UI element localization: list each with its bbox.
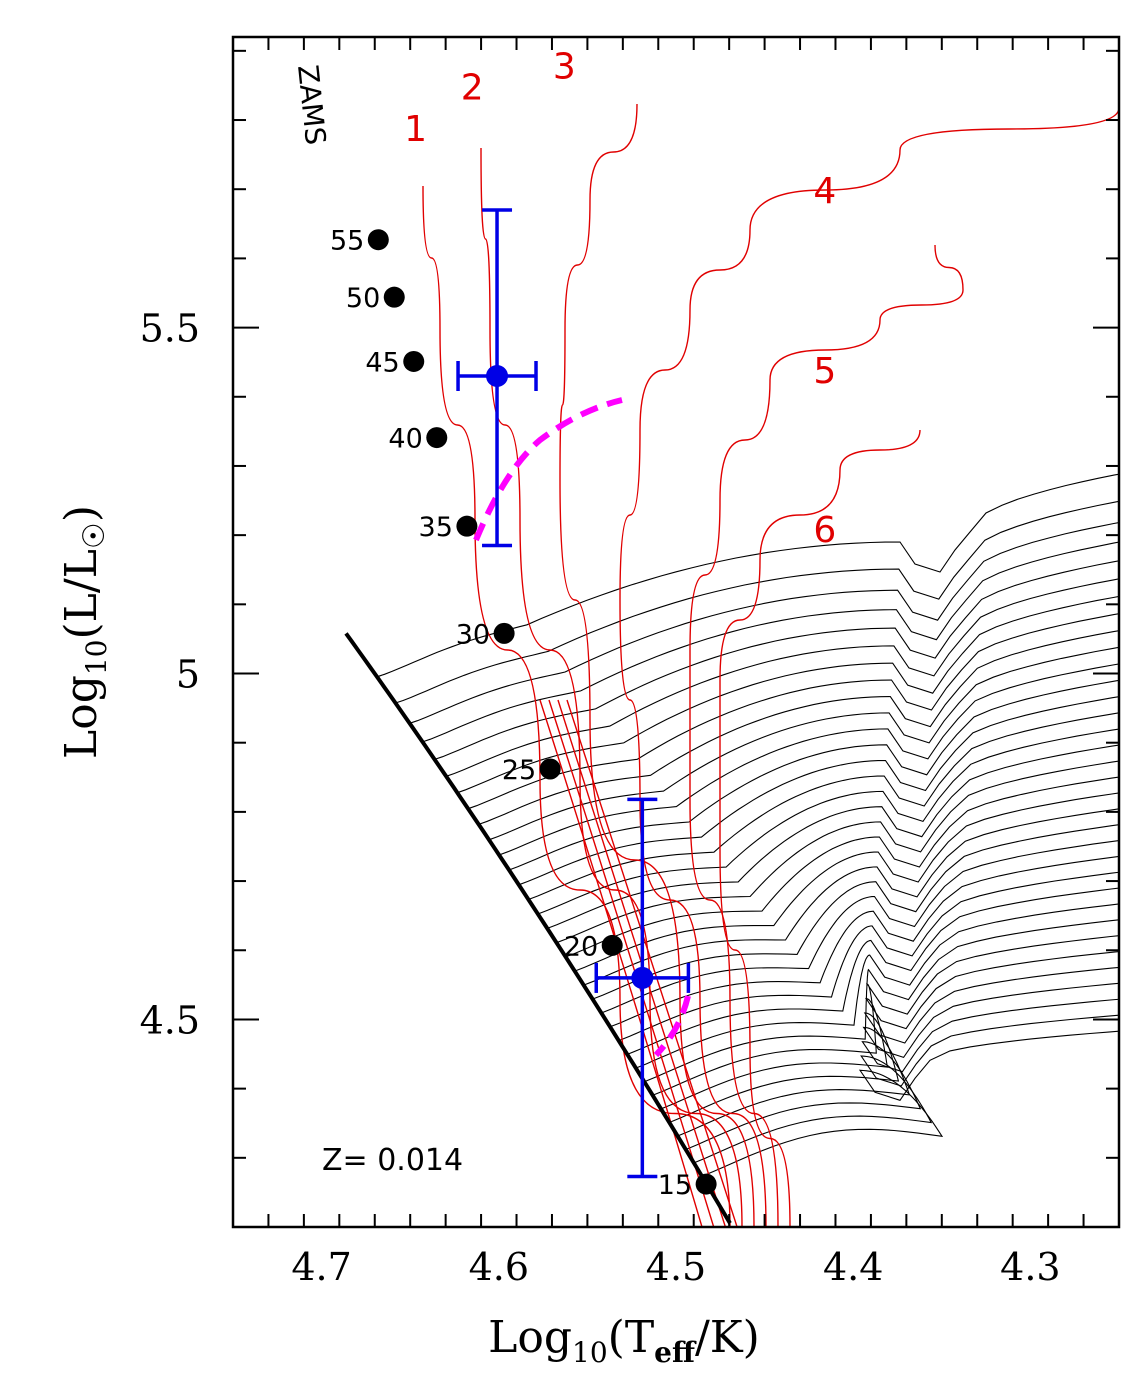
zams-mass-label: 50: [346, 283, 380, 314]
dashed-curve: [653, 995, 691, 1058]
x-tick-label: 4.4: [823, 1245, 883, 1289]
isochrone-line: [548, 699, 715, 1227]
zams-mass-point: [493, 622, 515, 644]
zams-line: [344, 632, 732, 1225]
track-line: [609, 855, 1119, 1028]
track-line: [669, 966, 1119, 1124]
track-line: [701, 1030, 1119, 1177]
zams-mass-point: [695, 1173, 717, 1195]
x-axis-title: Log10(Teff/K): [488, 1312, 760, 1369]
zams-mass-point: [367, 229, 389, 251]
y-tick-label: 5.5: [140, 307, 200, 351]
isochrone-line: [566, 699, 738, 1227]
isochrone-line: [619, 107, 1119, 1227]
observations: [456, 208, 691, 1179]
track-line: [434, 560, 1119, 760]
isochrone-label: 3: [553, 47, 576, 88]
track-line: [627, 887, 1119, 1055]
track-line: [583, 808, 1119, 986]
track-line: [601, 840, 1119, 1014]
track-line: [618, 871, 1119, 1042]
track-line: [635, 903, 1119, 1069]
isochrone-line: [557, 699, 727, 1227]
isochrone-line: [539, 699, 703, 1227]
track-line: [376, 473, 1119, 678]
zams-mass-label: 30: [456, 619, 490, 650]
zams-mass-point: [383, 286, 405, 308]
zams-mass-point: [601, 934, 623, 956]
zams-mass-label: 45: [365, 347, 399, 378]
x-tick-label: 4.6: [469, 1245, 529, 1289]
dashed-curve: [473, 397, 623, 542]
track-line: [556, 760, 1119, 944]
isochrone-label: 6: [813, 510, 836, 551]
track-line: [693, 1014, 1119, 1164]
track-line: [409, 521, 1119, 724]
track-line: [488, 646, 1119, 841]
isochrone-line: [719, 429, 921, 1227]
y-tick-label: 4.5: [140, 998, 200, 1042]
track-line: [537, 728, 1119, 915]
isochrone-label: 5: [813, 351, 836, 392]
isochrone-label: 1: [404, 109, 427, 150]
isochrone-label: 2: [461, 67, 484, 108]
track-line: [677, 982, 1119, 1137]
zams-mass-label: 55: [330, 226, 364, 257]
zams-mass-label: 35: [419, 512, 453, 543]
observation-point: [631, 966, 654, 989]
track-line: [508, 679, 1119, 871]
zams-line-group: 15 20 25 30 35 40 45 50 55: [330, 226, 732, 1225]
track-line: [518, 696, 1119, 886]
zams-mass-point: [403, 350, 425, 372]
isochrone-line: [480, 147, 743, 1227]
track-line: [478, 630, 1119, 825]
isochrones: [422, 103, 1119, 1227]
track-line: [574, 792, 1119, 972]
zams-mass-label: 20: [564, 931, 598, 962]
plot-frame: [231, 35, 1121, 1229]
track-line: [644, 919, 1119, 1083]
zams-mass-label: 40: [388, 424, 422, 455]
track-line: [685, 998, 1119, 1151]
track-line: [422, 541, 1119, 743]
zams-mass-label: 15: [658, 1170, 692, 1201]
zams-mass-point: [426, 427, 448, 449]
evolutionary-tracks: [376, 473, 1119, 1177]
x-tick-label: 4.5: [646, 1245, 706, 1289]
metallicity-label: Z= 0.014: [322, 1143, 463, 1178]
track-line: [565, 776, 1119, 958]
track-line: [446, 578, 1119, 777]
dashed-curves: [473, 397, 691, 1058]
track-line: [592, 824, 1119, 1000]
isochrone-line: [422, 185, 731, 1227]
observation-point: [486, 365, 509, 388]
axis-ticks: [232, 37, 1120, 1228]
y-tick-label: 5: [176, 653, 200, 697]
zams-mass-point: [456, 515, 478, 537]
x-tick-label: 4.3: [1000, 1245, 1060, 1289]
track-line: [395, 500, 1119, 704]
isochrone-line: [689, 244, 964, 1227]
zams-mass-label: 25: [502, 755, 536, 786]
isochrone-label: 4: [813, 171, 836, 212]
track-line: [498, 663, 1119, 856]
zams-mass-point: [539, 758, 561, 780]
track-line: [652, 935, 1119, 1096]
x-tick-label: 4.7: [291, 1245, 351, 1289]
